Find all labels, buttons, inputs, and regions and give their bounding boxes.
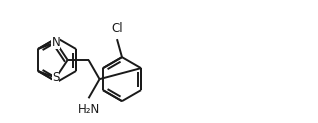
- Text: Cl: Cl: [111, 22, 123, 35]
- Text: S: S: [52, 71, 59, 84]
- Text: H₂N: H₂N: [77, 103, 100, 116]
- Text: N: N: [52, 36, 60, 49]
